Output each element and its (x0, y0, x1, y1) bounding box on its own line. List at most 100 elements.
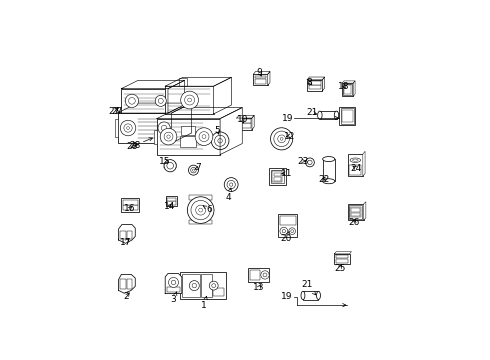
Polygon shape (165, 274, 182, 293)
Bar (250, 270, 260, 280)
Bar (307, 80, 322, 91)
Text: 28: 28 (129, 141, 141, 150)
Bar (201, 274, 212, 297)
Circle shape (181, 91, 198, 109)
Circle shape (282, 229, 286, 233)
Polygon shape (253, 72, 270, 74)
Polygon shape (342, 81, 355, 83)
Text: 8: 8 (306, 77, 312, 86)
Circle shape (202, 135, 206, 139)
Circle shape (224, 177, 238, 192)
Bar (120, 279, 125, 289)
Polygon shape (168, 80, 185, 113)
Ellipse shape (318, 111, 322, 120)
Bar (157, 118, 220, 155)
Bar (351, 213, 360, 216)
Circle shape (209, 281, 218, 290)
Circle shape (280, 227, 288, 235)
Ellipse shape (322, 179, 335, 184)
Circle shape (305, 158, 314, 167)
Circle shape (128, 98, 135, 104)
Circle shape (158, 98, 163, 103)
Bar (320, 111, 337, 120)
Polygon shape (220, 108, 242, 155)
Circle shape (191, 167, 196, 173)
Circle shape (291, 230, 294, 233)
Bar (115, 118, 118, 138)
Bar (153, 130, 157, 144)
Polygon shape (268, 72, 270, 85)
Text: 10: 10 (237, 115, 248, 124)
Circle shape (169, 278, 178, 287)
Circle shape (229, 183, 233, 186)
Polygon shape (322, 77, 324, 91)
Text: 21: 21 (301, 280, 316, 295)
Text: 19: 19 (281, 292, 293, 301)
Bar (278, 214, 297, 237)
Polygon shape (122, 80, 185, 89)
Bar (308, 162, 312, 163)
Polygon shape (252, 115, 254, 130)
Circle shape (155, 95, 166, 107)
Bar (182, 274, 200, 297)
Bar (237, 118, 252, 130)
Bar (349, 205, 362, 219)
Bar (165, 86, 214, 114)
Circle shape (289, 228, 295, 234)
Bar (253, 74, 268, 85)
Bar (120, 231, 125, 239)
Circle shape (211, 132, 229, 150)
Bar (271, 170, 284, 184)
Circle shape (164, 132, 173, 141)
Circle shape (199, 132, 209, 141)
Bar (248, 268, 269, 282)
Bar (189, 195, 212, 199)
Text: 18: 18 (338, 82, 350, 91)
Bar (180, 136, 196, 147)
Text: 1: 1 (201, 296, 207, 310)
Text: 17: 17 (120, 238, 132, 247)
Bar (122, 89, 168, 113)
Bar (255, 76, 267, 78)
Circle shape (164, 159, 176, 172)
Bar (167, 198, 176, 201)
Circle shape (126, 127, 129, 129)
Circle shape (187, 197, 214, 223)
Text: 12: 12 (284, 131, 295, 140)
Bar (269, 168, 286, 185)
Circle shape (161, 125, 167, 131)
Text: 16: 16 (124, 204, 136, 213)
Text: 7: 7 (195, 163, 201, 172)
Circle shape (167, 162, 173, 169)
Bar (339, 107, 355, 125)
Bar (342, 110, 353, 122)
Text: 21: 21 (306, 108, 318, 117)
Text: 20: 20 (280, 231, 292, 243)
Circle shape (308, 160, 312, 165)
Bar (351, 208, 360, 212)
Bar (181, 126, 195, 135)
Ellipse shape (350, 158, 361, 162)
Polygon shape (214, 77, 231, 114)
Circle shape (280, 138, 283, 140)
Bar (166, 197, 177, 206)
Bar (349, 165, 362, 175)
Circle shape (124, 124, 132, 132)
Bar (238, 123, 250, 128)
Text: 14: 14 (164, 202, 175, 211)
Circle shape (278, 135, 286, 143)
Text: 27: 27 (112, 107, 123, 116)
Ellipse shape (353, 159, 358, 161)
Circle shape (227, 180, 235, 189)
Bar (342, 83, 353, 96)
Polygon shape (118, 103, 192, 113)
Bar (255, 79, 267, 84)
Bar (164, 166, 176, 168)
Polygon shape (334, 252, 351, 254)
Bar (164, 163, 176, 165)
Circle shape (185, 95, 195, 105)
Polygon shape (237, 115, 254, 118)
Bar (189, 220, 212, 224)
Bar (309, 85, 321, 90)
Circle shape (212, 284, 216, 288)
